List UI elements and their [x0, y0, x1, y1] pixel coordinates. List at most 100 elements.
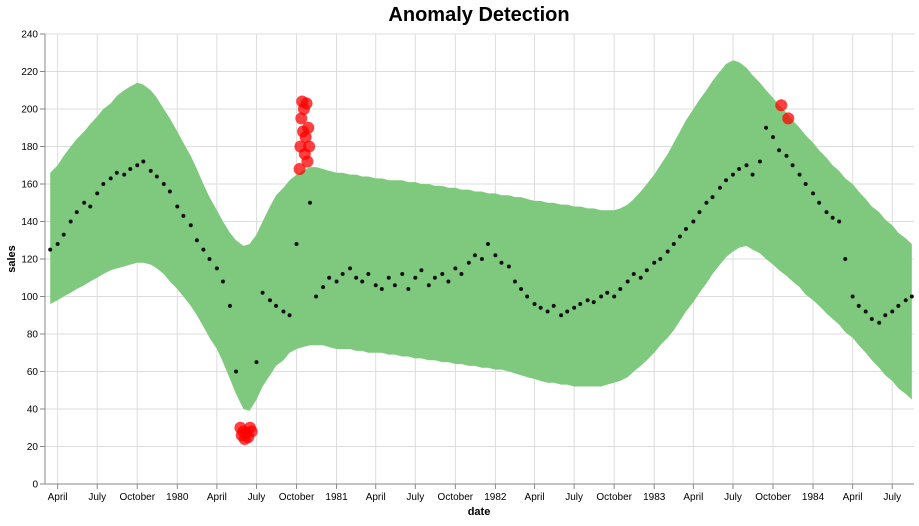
data-point	[631, 272, 636, 276]
data-point	[710, 195, 715, 200]
x-tick-label: April	[843, 492, 863, 503]
data-point	[122, 172, 127, 177]
x-tick-label: April	[207, 492, 227, 503]
data-point	[287, 313, 292, 318]
data-point	[803, 182, 808, 186]
data-point	[135, 163, 140, 168]
anomaly-point	[775, 99, 788, 112]
data-point	[175, 204, 180, 209]
data-point	[797, 172, 802, 177]
data-point	[188, 223, 193, 228]
data-point	[161, 182, 166, 186]
data-point	[737, 167, 742, 171]
anomaly-point	[302, 121, 315, 134]
data-point	[101, 182, 106, 186]
data-point	[281, 309, 286, 314]
data-point	[863, 309, 868, 314]
anomaly-point	[301, 155, 314, 168]
x-tick-label: July	[565, 492, 583, 503]
data-point	[334, 279, 339, 284]
data-point	[472, 253, 477, 258]
x-tick-label: July	[88, 492, 106, 503]
data-point	[512, 279, 517, 284]
data-point	[321, 285, 326, 290]
data-point	[154, 174, 159, 179]
data-point	[824, 210, 829, 215]
data-point	[260, 290, 265, 295]
data-point	[413, 275, 418, 280]
data-point	[890, 309, 895, 314]
y-tick-label: 240	[21, 30, 38, 41]
data-point	[618, 287, 623, 291]
data-point	[167, 189, 172, 194]
x-tick-label: July	[724, 492, 742, 503]
data-point	[545, 309, 550, 314]
data-point	[750, 172, 755, 177]
data-point	[354, 275, 359, 280]
data-point	[128, 167, 133, 171]
anomaly-point	[300, 97, 313, 110]
data-point	[234, 369, 239, 374]
data-point	[830, 215, 835, 220]
data-point	[373, 283, 378, 288]
data-point	[392, 283, 397, 288]
data-point	[453, 266, 458, 271]
data-point	[108, 176, 113, 181]
data-point	[141, 159, 146, 164]
data-point	[314, 294, 319, 299]
x-tick-label: July	[248, 492, 266, 503]
data-point	[790, 163, 795, 168]
x-axis-title: date	[468, 506, 491, 518]
data-point	[61, 232, 66, 237]
x-tick-label: April	[683, 492, 703, 503]
x-tick-label: October	[119, 492, 155, 503]
y-tick-label: 0	[32, 480, 38, 491]
data-point	[88, 204, 93, 209]
y-tick-label: 40	[27, 405, 39, 416]
data-point	[214, 266, 219, 271]
x-tick-label: 1981	[325, 492, 348, 503]
data-point	[207, 257, 212, 261]
data-point	[538, 305, 543, 310]
data-point	[665, 249, 670, 254]
data-point	[308, 200, 313, 205]
data-point	[578, 302, 583, 306]
data-point	[220, 279, 225, 284]
y-axis-title: sales	[6, 245, 18, 273]
y-tick-label: 120	[21, 255, 38, 266]
y-tick-label: 220	[21, 67, 38, 78]
data-point	[181, 213, 186, 218]
data-point	[55, 242, 60, 246]
data-point	[551, 303, 556, 308]
data-point	[644, 268, 649, 273]
y-tick-label: 20	[27, 442, 39, 453]
y-tick-label: 140	[21, 217, 38, 228]
data-point	[499, 260, 504, 265]
anomaly-point	[782, 112, 795, 125]
data-point	[406, 287, 411, 291]
y-tick-label: 180	[21, 142, 38, 153]
data-point	[519, 287, 524, 291]
data-point	[74, 210, 79, 215]
x-tick-label: October	[438, 492, 474, 503]
data-point	[340, 272, 345, 276]
x-tick-label: 1984	[802, 492, 825, 503]
data-point	[327, 275, 332, 280]
data-point	[771, 135, 776, 140]
data-point	[95, 191, 100, 196]
anomaly-point	[303, 140, 316, 153]
data-point	[485, 242, 490, 246]
data-point	[506, 264, 511, 269]
data-point	[730, 172, 735, 177]
anomaly-point	[245, 425, 258, 438]
data-point	[148, 168, 153, 173]
data-point	[565, 309, 570, 314]
data-point	[559, 313, 564, 318]
anomaly-point	[293, 163, 306, 175]
data-point	[638, 275, 643, 280]
data-point	[591, 300, 596, 305]
data-point	[877, 320, 882, 325]
data-point	[446, 279, 451, 284]
data-point	[869, 317, 874, 321]
data-point	[724, 178, 729, 183]
